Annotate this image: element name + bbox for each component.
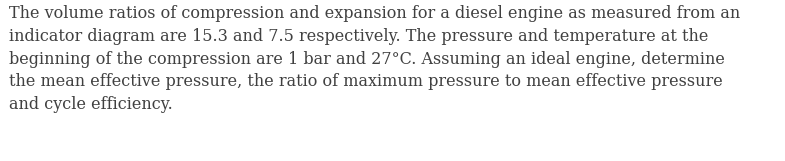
- Text: The volume ratios of compression and expansion for a diesel engine as measured f: The volume ratios of compression and exp…: [9, 5, 741, 113]
